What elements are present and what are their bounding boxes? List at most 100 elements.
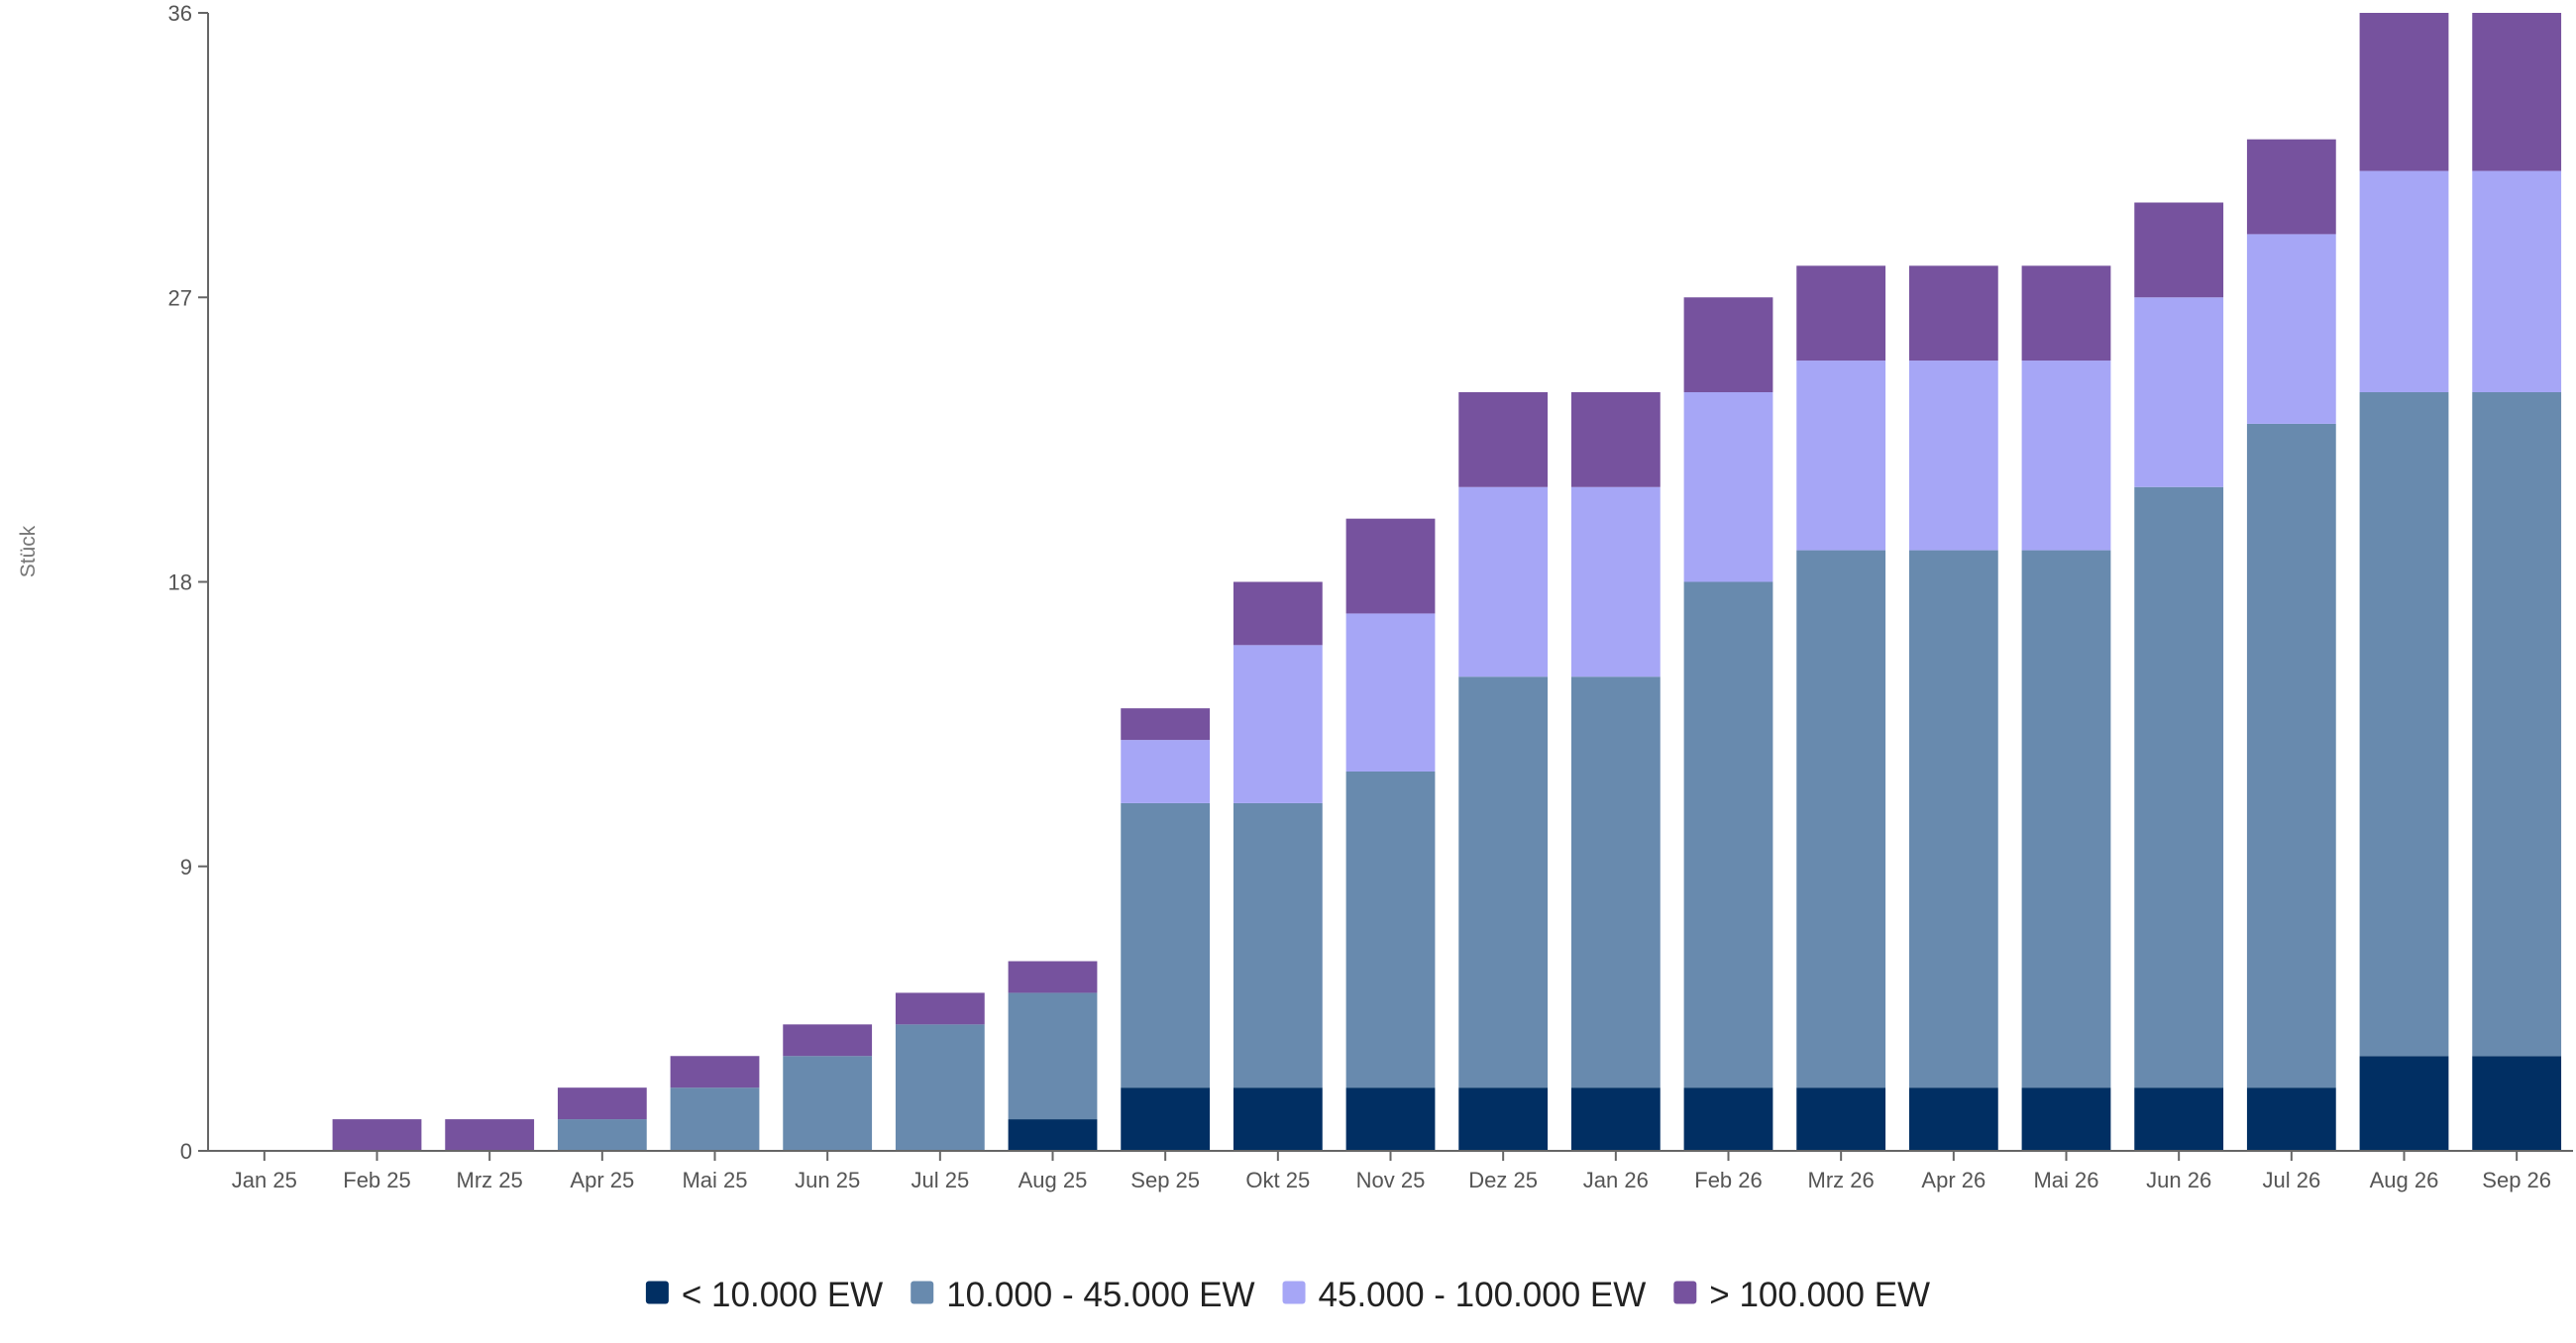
legend-item-3: 45.000 - 100.000 EW <box>1282 1276 1647 1314</box>
bar-segment-3-19 <box>2246 234 2336 424</box>
bar-segment-3-17 <box>2021 361 2111 551</box>
bar-segment-2-5 <box>670 1087 760 1151</box>
x-tick-label-12: Dez 25 <box>1468 1168 1538 1192</box>
bars-layer <box>332 13 2562 1151</box>
bar-segment-1-8 <box>1008 1119 1098 1151</box>
bar-segment-2-13 <box>1570 676 1661 1088</box>
legend-swatch-3 <box>1282 1281 1306 1304</box>
legend-label-3: 45.000 - 100.000 EW <box>1319 1276 1647 1314</box>
x-tick-label-7: Jul 25 <box>911 1168 969 1192</box>
legend-label-2: 10.000 - 45.000 EW <box>946 1276 1254 1314</box>
bar-segment-1-19 <box>2246 1087 2336 1151</box>
x-tick-label-8: Aug 25 <box>1019 1168 1088 1192</box>
bar-segment-4-17 <box>2021 265 2111 362</box>
legend-label-4: > 100.000 EW <box>1709 1276 1930 1314</box>
x-tick-label-6: Jun 25 <box>795 1168 860 1192</box>
bar-segment-4-18 <box>2134 202 2224 298</box>
x-tick-label-15: Mrz 26 <box>1808 1168 1875 1192</box>
bar-segment-2-18 <box>2134 486 2224 1088</box>
bar-segment-2-21 <box>2472 392 2562 1057</box>
legend-item-1: < 10.000 EW <box>645 1276 883 1314</box>
x-tick-label-5: Mai 25 <box>682 1168 747 1192</box>
bar-segment-4-2 <box>332 1119 422 1151</box>
legend-item-2: 10.000 - 45.000 EW <box>911 1276 1255 1314</box>
bar-segment-1-18 <box>2134 1087 2224 1151</box>
bar-segment-2-16 <box>1908 550 1998 1088</box>
bar-segment-4-15 <box>1796 265 1886 362</box>
bar-segment-2-12 <box>1458 676 1549 1088</box>
x-tick-label-21: Sep 26 <box>2482 1168 2551 1192</box>
y-tick-label-2: 9 <box>180 855 192 879</box>
bar-segment-4-9 <box>1121 708 1211 741</box>
y-tick-label-4: 27 <box>168 285 192 310</box>
bar-segment-2-7 <box>895 1024 985 1151</box>
bar-segment-2-11 <box>1345 772 1436 1088</box>
bar-segment-4-10 <box>1233 581 1323 646</box>
bar-segment-3-12 <box>1458 486 1549 677</box>
y-tick-label-3: 18 <box>168 570 192 595</box>
y-tick-label-5: 36 <box>168 1 192 26</box>
y-ticks: 0 9 18 27 36 <box>168 1 208 1164</box>
bar-segment-1-20 <box>2359 1056 2449 1151</box>
x-tick-label-17: Mai 26 <box>2033 1168 2098 1192</box>
bar-segment-4-5 <box>670 1056 760 1088</box>
bar-segment-4-20 <box>2359 13 2449 171</box>
x-ticks: Jan 25 Feb 25 Mrz 25 Apr 25 Mai 25 Jun 25 Jul … <box>232 1151 2551 1192</box>
x-tick-label-11: Nov 25 <box>1356 1168 1426 1192</box>
bar-segment-3-20 <box>2359 170 2449 392</box>
bar-segment-2-6 <box>783 1056 873 1151</box>
bar-segment-2-17 <box>2021 550 2111 1088</box>
bar-segment-1-16 <box>1908 1087 1998 1151</box>
bar-segment-3-13 <box>1570 486 1661 677</box>
y-axis-title: Stück <box>17 525 40 577</box>
bar-segment-3-16 <box>1908 361 1998 551</box>
bar-segment-4-3 <box>445 1119 535 1151</box>
bar-segment-3-15 <box>1796 361 1886 551</box>
bar-segment-2-10 <box>1233 802 1323 1088</box>
bar-segment-1-21 <box>2472 1056 2562 1151</box>
bar-segment-3-9 <box>1121 740 1211 803</box>
bar-segment-1-12 <box>1458 1087 1549 1151</box>
x-tick-label-14: Feb 26 <box>1694 1168 1763 1192</box>
bar-segment-1-11 <box>1345 1087 1436 1151</box>
bar-segment-1-9 <box>1121 1087 1211 1151</box>
bar-segment-2-14 <box>1683 581 1773 1088</box>
bar-segment-2-4 <box>557 1119 647 1151</box>
x-tick-label-18: Jun 26 <box>2146 1168 2211 1192</box>
legend-swatch-4 <box>1673 1281 1697 1304</box>
x-tick-label-9: Sep 25 <box>1130 1168 1200 1192</box>
bar-segment-4-16 <box>1908 265 1998 362</box>
bar-segment-4-6 <box>783 1024 873 1057</box>
x-tick-label-3: Mrz 25 <box>457 1168 523 1192</box>
bar-segment-4-14 <box>1683 297 1773 392</box>
bar-segment-2-20 <box>2359 392 2449 1057</box>
bar-segment-1-17 <box>2021 1087 2111 1151</box>
bar-segment-1-13 <box>1570 1087 1661 1151</box>
bar-segment-3-18 <box>2134 297 2224 487</box>
y-tick-label-1: 0 <box>180 1139 192 1164</box>
bar-segment-4-12 <box>1458 392 1549 487</box>
bar-segment-4-13 <box>1570 392 1661 487</box>
x-tick-label-4: Apr 25 <box>570 1168 634 1192</box>
legend-item-4: > 100.000 EW <box>1673 1276 1930 1314</box>
bar-segment-2-19 <box>2246 423 2336 1088</box>
bar-segment-3-10 <box>1233 645 1323 803</box>
legend-label-1: < 10.000 EW <box>682 1276 883 1314</box>
bar-segment-2-8 <box>1008 992 1098 1120</box>
bar-segment-1-10 <box>1233 1087 1323 1151</box>
bar-segment-3-14 <box>1683 392 1773 582</box>
x-tick-label-1: Jan 25 <box>232 1168 297 1192</box>
x-tick-label-16: Apr 26 <box>1921 1168 1986 1192</box>
bar-segment-2-15 <box>1796 550 1886 1088</box>
legend: < 10.000 EW 10.000 - 45.000 EW 45.000 - 10… <box>645 1276 1930 1314</box>
bar-segment-2-9 <box>1121 802 1211 1088</box>
bar-segment-4-8 <box>1008 961 1098 993</box>
x-tick-label-13: Jan 26 <box>1583 1168 1649 1192</box>
bar-segment-3-11 <box>1345 613 1436 772</box>
x-tick-label-19: Jul 26 <box>2262 1168 2320 1192</box>
x-tick-label-2: Feb 25 <box>343 1168 411 1192</box>
bar-segment-4-11 <box>1345 518 1436 614</box>
bar-segment-4-21 <box>2472 13 2562 171</box>
